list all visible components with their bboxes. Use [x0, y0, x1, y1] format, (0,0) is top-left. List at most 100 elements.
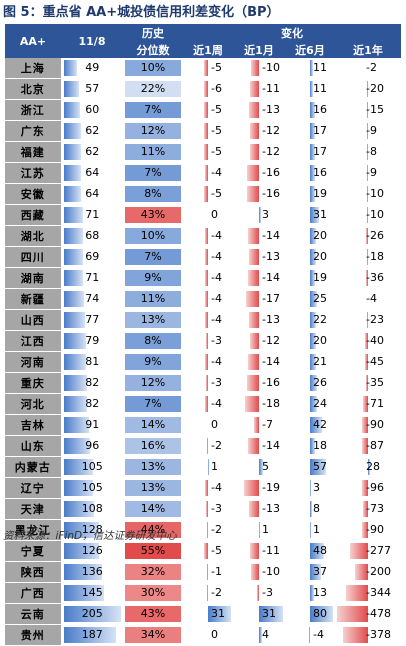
change-1y-cell: -378: [335, 625, 401, 646]
change-1w: -1: [211, 564, 222, 580]
province-label: 天津: [5, 499, 61, 520]
spread-value: 60: [64, 102, 122, 118]
negative-change-bar: [250, 123, 259, 139]
header-1w: 近1周: [183, 41, 233, 58]
hist-percentile-cell: 9%: [123, 352, 183, 373]
change-1w: -4: [211, 354, 222, 370]
change-6m: 48: [313, 543, 327, 559]
header-date: 11/8: [61, 24, 123, 58]
change-1m: -11: [262, 543, 280, 559]
spread-value: 64: [64, 165, 122, 181]
negative-change-bar: [249, 312, 259, 328]
change-1w-cell: 0: [183, 415, 233, 436]
change-1w: -4: [211, 270, 222, 286]
change-6m-cell: 48: [285, 541, 335, 562]
hist-percentile-cell: 7%: [123, 163, 183, 184]
negative-change-bar: [205, 249, 208, 265]
change-1m-cell: 4: [233, 625, 285, 646]
hist-percentile-cell: 16%: [123, 436, 183, 457]
change-1m-cell: -14: [233, 352, 285, 373]
change-1m: -7: [262, 417, 273, 433]
change-6m: 17: [313, 123, 327, 139]
change-1w: -5: [211, 144, 222, 160]
change-6m-cell: 13: [285, 583, 335, 604]
change-1m: 5: [262, 459, 269, 475]
negative-change-bar: [245, 396, 259, 412]
change-1w: -4: [211, 480, 222, 496]
province-label: 河南: [5, 352, 61, 373]
negative-change-bar: [204, 123, 208, 139]
change-1w: -2: [211, 438, 222, 454]
negative-change-bar: [204, 102, 208, 118]
spread-value-cell: 68: [61, 226, 123, 247]
change-1y-cell: -4: [335, 289, 401, 310]
spread-value: 71: [64, 270, 122, 286]
change-1y: -9: [366, 123, 377, 139]
hist-percentile: 8%: [125, 333, 181, 349]
hist-percentile: 7%: [125, 249, 181, 265]
change-6m-cell: 57: [285, 457, 335, 478]
negative-change-bar: [250, 333, 259, 349]
change-6m-cell: 20: [285, 247, 335, 268]
hist-percentile: 9%: [125, 270, 181, 286]
hist-percentile: 32%: [125, 564, 181, 580]
change-6m: 11: [313, 60, 327, 76]
change-1w: -4: [211, 396, 222, 412]
province-label: 湖北: [5, 226, 61, 247]
header-hist-2: 分位数: [123, 41, 183, 58]
change-6m: 25: [313, 291, 327, 307]
change-1w-cell: -4: [183, 394, 233, 415]
negative-change-bar: [244, 480, 259, 496]
positive-change-bar: [208, 459, 209, 475]
hist-percentile: 43%: [125, 606, 181, 622]
change-1w-cell: -6: [183, 79, 233, 100]
negative-change-bar: [337, 606, 368, 622]
spread-value: 205: [64, 606, 122, 622]
change-1y: -378: [366, 627, 391, 643]
spread-value-cell: 108: [61, 499, 123, 520]
change-6m: 31: [313, 207, 327, 223]
province-label: 贵州: [5, 625, 61, 646]
change-1y-cell: -87: [335, 436, 401, 457]
change-1w-cell: -5: [183, 100, 233, 121]
change-6m-cell: 21: [285, 352, 335, 373]
change-1y: -26: [366, 228, 384, 244]
change-6m: 37: [313, 564, 327, 580]
change-1w-cell: -4: [183, 163, 233, 184]
change-1m-cell: -10: [233, 58, 285, 79]
negative-change-bar: [248, 438, 259, 454]
change-1w-cell: -5: [183, 142, 233, 163]
hist-percentile-cell: 11%: [123, 289, 183, 310]
change-1w: -6: [211, 81, 222, 97]
hist-percentile: 9%: [125, 354, 181, 370]
province-label: 四川: [5, 247, 61, 268]
hist-percentile: 55%: [125, 543, 181, 559]
hist-percentile-cell: 13%: [123, 457, 183, 478]
change-1w-cell: -4: [183, 289, 233, 310]
change-1y-cell: -10: [335, 205, 401, 226]
positive-change-bar: [310, 480, 311, 496]
negative-change-bar: [251, 564, 259, 580]
hist-percentile-cell: 8%: [123, 184, 183, 205]
negative-change-bar: [250, 144, 259, 160]
change-1m-cell: -13: [233, 247, 285, 268]
change-6m: 3: [313, 480, 320, 496]
change-1w: 0: [211, 627, 218, 643]
province-label: 河北: [5, 394, 61, 415]
change-1m-cell: -17: [233, 289, 285, 310]
change-1w: -5: [211, 123, 222, 139]
change-6m-cell: 31: [285, 205, 335, 226]
change-1m: -17: [262, 291, 280, 307]
change-6m-cell: 16: [285, 163, 335, 184]
change-1y: -90: [366, 417, 384, 433]
negative-change-bar: [205, 270, 208, 286]
negative-change-bar: [206, 501, 208, 517]
change-6m: 21: [313, 354, 327, 370]
change-1y: -10: [366, 207, 384, 223]
hist-percentile-cell: 22%: [123, 79, 183, 100]
